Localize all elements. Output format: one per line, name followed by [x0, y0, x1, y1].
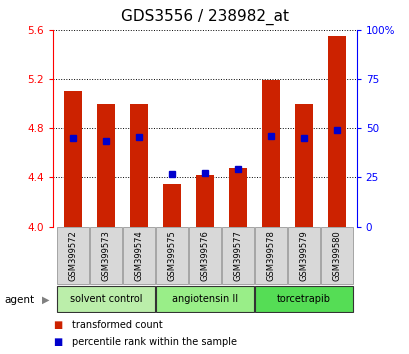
Text: agent: agent — [4, 295, 34, 305]
Text: GSM399574: GSM399574 — [134, 230, 143, 281]
Text: ■: ■ — [53, 337, 63, 347]
Text: GSM399572: GSM399572 — [68, 230, 77, 281]
FancyBboxPatch shape — [288, 227, 319, 284]
Text: angiotensin II: angiotensin II — [171, 294, 238, 304]
Text: GSM399578: GSM399578 — [266, 230, 275, 281]
FancyBboxPatch shape — [90, 227, 121, 284]
Bar — [228, 167, 247, 227]
Text: GDS3556 / 238982_at: GDS3556 / 238982_at — [121, 9, 288, 25]
Text: percentile rank within the sample: percentile rank within the sample — [72, 337, 236, 347]
Text: torcetrapib: torcetrapib — [276, 294, 330, 304]
FancyBboxPatch shape — [156, 286, 253, 312]
FancyBboxPatch shape — [254, 286, 352, 312]
Text: GSM399573: GSM399573 — [101, 230, 110, 281]
FancyBboxPatch shape — [222, 227, 253, 284]
Text: GSM399577: GSM399577 — [233, 230, 242, 281]
Bar — [130, 104, 148, 227]
FancyBboxPatch shape — [123, 227, 155, 284]
Text: GSM399576: GSM399576 — [200, 230, 209, 281]
Text: transformed count: transformed count — [72, 320, 162, 330]
FancyBboxPatch shape — [156, 227, 187, 284]
FancyBboxPatch shape — [57, 227, 89, 284]
Bar — [64, 91, 82, 227]
Text: ▶: ▶ — [42, 295, 49, 305]
Text: GSM399579: GSM399579 — [299, 230, 308, 281]
FancyBboxPatch shape — [189, 227, 220, 284]
FancyBboxPatch shape — [254, 227, 286, 284]
Text: GSM399580: GSM399580 — [332, 230, 341, 281]
Bar — [162, 184, 181, 227]
Bar — [196, 175, 213, 227]
FancyBboxPatch shape — [57, 286, 155, 312]
Text: ■: ■ — [53, 320, 63, 330]
Text: GSM399575: GSM399575 — [167, 230, 176, 281]
Bar — [294, 104, 312, 227]
Bar — [261, 80, 279, 227]
Text: solvent control: solvent control — [70, 294, 142, 304]
FancyBboxPatch shape — [320, 227, 352, 284]
Bar — [327, 36, 345, 227]
Bar — [97, 104, 115, 227]
